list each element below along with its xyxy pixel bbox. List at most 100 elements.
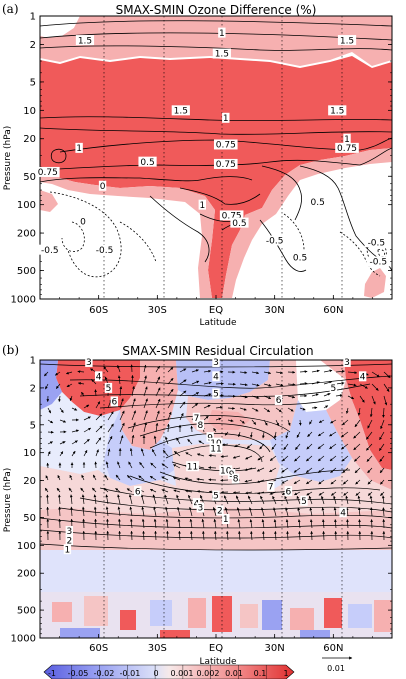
wind-vector [234, 443, 241, 448]
wind-vector [95, 401, 101, 409]
wind-vector [95, 449, 99, 457]
y-tick-label: 200 [17, 229, 36, 240]
ozone-light-positive-region [40, 16, 392, 66]
wind-vector [119, 435, 124, 445]
wind-vector [191, 392, 200, 397]
contour-label-bg [36, 166, 60, 177]
wind-vector [329, 443, 337, 450]
wind-vector [203, 404, 211, 409]
wind-vector [172, 476, 181, 481]
wind-vector [83, 450, 88, 457]
wind-vector [179, 412, 184, 421]
contour-label-bg [219, 465, 233, 476]
contour-label: 8 [233, 475, 239, 485]
wind-vector [318, 467, 325, 473]
wind-vector [118, 518, 121, 529]
wind-vector [77, 370, 85, 374]
wind-vector [69, 474, 73, 481]
wind-vector [215, 417, 222, 421]
wind-vector [190, 530, 193, 541]
wind-vector [47, 419, 54, 424]
wind-vector [118, 530, 122, 541]
wind-vector [369, 495, 373, 505]
circulation-bottom-patches [52, 596, 392, 638]
wind-vector [249, 519, 253, 529]
wind-vector [330, 419, 337, 424]
wind-vector [318, 479, 325, 485]
contour-label: 1.5 [330, 107, 344, 117]
colorbar-label: 0 [153, 669, 158, 678]
wind-vector [127, 475, 133, 481]
contour-label: 4 [340, 508, 346, 518]
wind-vector [263, 395, 272, 400]
contour-label-bg [37, 244, 62, 255]
wind-vector [379, 455, 385, 462]
contour-label-bg [300, 495, 308, 506]
wind-vector [273, 431, 277, 439]
contour-label-bg [196, 419, 205, 430]
wind-vector [103, 487, 109, 493]
contour-label-bg [92, 244, 117, 255]
wind-vector [318, 491, 325, 496]
wind-vector [46, 462, 50, 469]
contour-label-bg [230, 217, 249, 228]
y-tick-label: 20 [23, 134, 36, 145]
wind-vector [188, 506, 193, 517]
wind-vector [161, 476, 169, 481]
wind-vector [59, 407, 64, 413]
contour-label-bg [192, 498, 201, 509]
contour-label-bg [198, 199, 207, 210]
wind-vector [196, 477, 205, 481]
wind-vector [201, 518, 205, 529]
wind-vector [342, 479, 349, 485]
wind-vector [166, 530, 169, 541]
wind-vector [178, 530, 181, 541]
wind-vector [107, 411, 114, 421]
wind-vector [128, 461, 133, 469]
y-tick-label: 5 [30, 420, 36, 431]
x-tick-label: 30N [265, 305, 285, 316]
wind-vector [174, 451, 181, 457]
wind-vector [383, 395, 388, 406]
wind-vector [274, 531, 277, 541]
contour-label-bg [231, 473, 240, 484]
contour-label: 5 [330, 384, 336, 394]
wind-vector [226, 530, 229, 541]
wind-vector [269, 467, 277, 473]
wind-vector [273, 519, 277, 529]
wind-vector [143, 375, 147, 385]
colorbar-label: 0.01 [225, 669, 243, 678]
wind-vector [91, 378, 97, 385]
wind-vector [359, 395, 365, 403]
ozone-panel-label: (a) [2, 2, 19, 16]
contour-label: 11 [210, 445, 221, 455]
wind-vector [94, 518, 97, 529]
wind-vector [357, 407, 361, 416]
wind-vector [95, 437, 102, 445]
contour-label: 0.5 [140, 158, 154, 168]
wind-vector [131, 385, 135, 397]
wind-vector [342, 419, 349, 426]
wind-vector [309, 519, 313, 529]
wind-vector [208, 454, 217, 457]
contour-label: 1.5 [78, 36, 92, 46]
wind-vector [131, 422, 136, 433]
wind-vector [251, 371, 260, 375]
contour-label-bg [337, 35, 357, 46]
wind-vector [311, 406, 318, 410]
wind-vector [68, 487, 73, 493]
wind-vector [357, 495, 361, 505]
wind-vector [47, 451, 51, 457]
contour-label-bg [65, 525, 74, 536]
wind-vector [367, 419, 373, 429]
contour-label-bg [329, 382, 338, 393]
wind-vector [83, 438, 90, 445]
contour-label: 0 [80, 217, 86, 227]
wind-vector [334, 519, 337, 529]
contour-label: 5 [301, 497, 307, 507]
y-tick-label: 100 [17, 541, 36, 552]
wind-vector [299, 407, 306, 411]
contour-label: 1.5 [215, 50, 229, 60]
